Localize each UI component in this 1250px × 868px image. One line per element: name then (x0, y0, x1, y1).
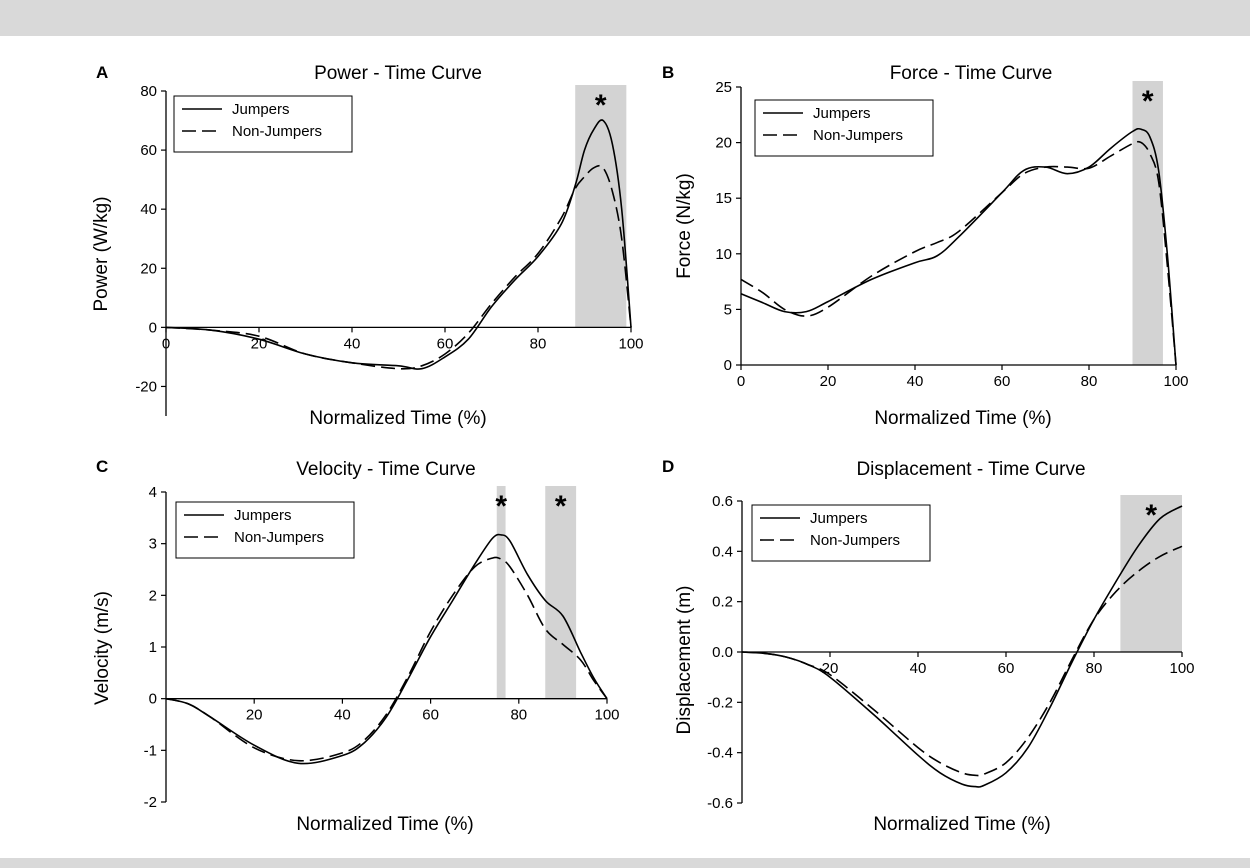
legend-label-d-non-jumpers: Non-Jumpers (810, 532, 900, 549)
x-tick-label-a-4: 80 (530, 335, 547, 352)
significance-marker-c-1: * (495, 490, 507, 523)
panel-b: * 0 5 10 15 20 25 0 20 40 60 80 100 Force - Time Curv… (662, 63, 1189, 429)
y-axis-label-b: Force (N/kg) (674, 173, 695, 279)
legend-box-a (173, 95, 353, 153)
y-tick-label-d-6: 0.6 (712, 493, 733, 510)
chart-title-d: Displacement - Time Curve (856, 459, 1085, 480)
bottom-band (0, 858, 1250, 868)
significance-marker-a-1: * (595, 89, 607, 122)
x-tick-label-c-2: 60 (422, 707, 439, 724)
x-tick-label-a-0: 0 (162, 335, 170, 352)
panel-c: * * -2 -1 0 1 2 3 4 20 40 60 80 100 Velocity - Time Cu… (92, 457, 620, 835)
y-axis-label-a: Power (W/kg) (91, 196, 112, 311)
x-tick-label-b-3: 60 (994, 373, 1011, 390)
panel-letter-c: C (96, 457, 108, 476)
panel-d: *-0.6-0.4-0.20.00.20.40.620 40 60 80 100Disp… (662, 457, 1195, 835)
significance-region-b-1 (1132, 81, 1163, 365)
chart-title-b: Force - Time Curve (890, 63, 1053, 84)
y-tick-label-d-5: 0.4 (712, 543, 733, 560)
y-axis-label-c: Velocity (m/s) (92, 591, 113, 705)
x-tick-label-c-1: 40 (334, 707, 351, 724)
x-axis-label-c: Normalized Time (%) (296, 814, 473, 835)
x-tick-label-d-1: 40 (910, 660, 927, 677)
significance-marker-c-2: * (555, 490, 567, 523)
x-tick-label-a-3: 60 (437, 335, 454, 352)
legend-label-d-jumpers: Jumpers (810, 510, 868, 527)
significance-region-c-1 (496, 486, 506, 699)
y-tick-label-b-1: 5 (724, 301, 732, 318)
chart-title-c: Velocity - Time Curve (296, 459, 476, 480)
x-tick-label-b-5: 100 (1163, 373, 1188, 390)
legend-box-c (175, 501, 355, 559)
x-tick-label-b-0: 0 (737, 373, 745, 390)
legend-box-d (751, 504, 931, 562)
legend-box-b (754, 99, 934, 157)
chart-title-a: Power - Time Curve (314, 63, 482, 84)
y-tick-label-a-0: -20 (135, 378, 157, 395)
series-line-b-non-jumpers (740, 140, 1177, 366)
series-line-d-non-jumpers (741, 545, 1183, 777)
legend-label-c-jumpers: Jumpers (234, 507, 292, 524)
legend-label-b-non-jumpers: Non-Jumpers (813, 127, 903, 144)
panel-letter-b: B (662, 63, 674, 82)
x-tick-label-a-5: 100 (618, 335, 643, 352)
y-tick-label-c-6: 4 (149, 484, 157, 501)
series-line-a-non-jumpers (165, 164, 632, 370)
legend-label-c-non-jumpers: Non-Jumpers (234, 529, 324, 546)
x-tick-label-b-1: 20 (820, 373, 837, 390)
significance-region-d-1 (1120, 495, 1182, 652)
y-tick-label-b-5: 25 (715, 79, 732, 96)
series-line-c-non-jumpers (165, 556, 608, 762)
x-tick-label-b-2: 40 (907, 373, 924, 390)
y-tick-label-b-2: 10 (715, 246, 732, 263)
top-band (0, 0, 1250, 36)
y-tick-label-d-4: 0.2 (712, 594, 733, 611)
x-axis-label-a: Normalized Time (%) (309, 408, 486, 429)
y-tick-label-d-0: -0.6 (707, 795, 733, 812)
y-tick-label-a-2: 20 (140, 260, 157, 277)
y-tick-label-c-0: -2 (144, 794, 157, 811)
x-tick-label-c-4: 100 (594, 707, 619, 724)
y-tick-label-c-2: 0 (149, 691, 157, 708)
y-tick-label-d-1: -0.4 (707, 745, 733, 762)
significance-region-a-1 (575, 85, 627, 328)
y-tick-label-d-3: 0.0 (712, 644, 733, 661)
x-tick-label-d-2: 60 (998, 660, 1015, 677)
y-tick-label-c-1: -1 (144, 742, 157, 759)
y-axis-label-d: Displacement (m) (674, 586, 695, 735)
x-tick-label-b-4: 80 (1081, 373, 1098, 390)
y-tick-label-c-3: 1 (149, 639, 157, 656)
legend-label-b-jumpers: Jumpers (813, 105, 871, 122)
series-line-c-jumpers (165, 533, 608, 765)
x-axis-label-b: Normalized Time (%) (874, 408, 1051, 429)
y-tick-label-b-4: 20 (715, 135, 732, 152)
legend-label-a-non-jumpers: Non-Jumpers (232, 123, 322, 140)
significance-marker-b-1: * (1142, 85, 1154, 118)
x-tick-label-c-3: 80 (510, 707, 527, 724)
series-line-b-jumpers (740, 127, 1177, 366)
y-tick-label-c-4: 2 (149, 587, 157, 604)
x-tick-label-d-4: 100 (1169, 660, 1194, 677)
x-tick-label-a-2: 40 (344, 335, 361, 352)
significance-region-c-2 (545, 486, 577, 699)
y-tick-label-b-0: 0 (724, 357, 732, 374)
legend-label-a-jumpers: Jumpers (232, 101, 290, 118)
y-tick-label-a-4: 60 (140, 142, 157, 159)
y-tick-label-a-1: 0 (149, 319, 157, 336)
y-tick-label-d-2: -0.2 (707, 694, 733, 711)
x-axis-label-d: Normalized Time (%) (873, 814, 1050, 835)
y-tick-label-a-3: 40 (140, 201, 157, 218)
y-tick-label-b-3: 15 (715, 190, 732, 207)
x-tick-label-c-0: 20 (246, 707, 263, 724)
y-tick-label-c-5: 3 (149, 536, 157, 553)
panel-letter-a: A (96, 63, 108, 82)
panel-letter-d: D (662, 457, 674, 476)
x-tick-label-d-3: 80 (1086, 660, 1103, 677)
y-tick-label-a-5: 80 (140, 83, 157, 100)
